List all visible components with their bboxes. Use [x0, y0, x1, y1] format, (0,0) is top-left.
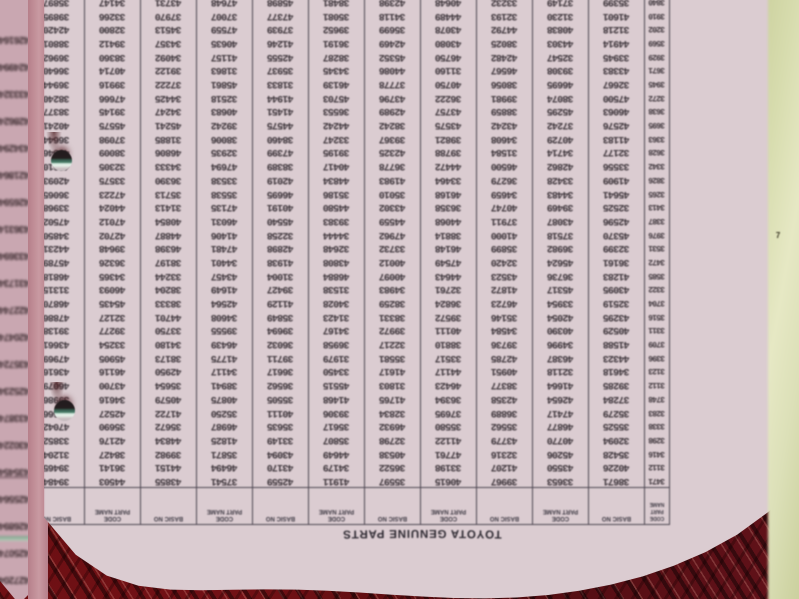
- svg-text:TOYOTA GENUINE PARTS: TOYOTA GENUINE PARTS: [342, 527, 502, 540]
- svg-text:7: 7: [776, 231, 781, 240]
